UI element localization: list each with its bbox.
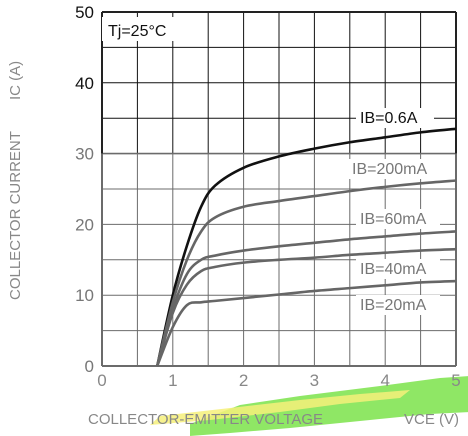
curve-label-ib-40ma: IB=40mA (360, 261, 427, 278)
curve-label-bg (356, 108, 434, 128)
x-tick-label: 0 (97, 371, 106, 390)
curve-label-ib-60ma: IB=60mA (360, 211, 427, 228)
curve-ib-60ma (155, 230, 457, 367)
curve-ib-20ma (156, 279, 457, 367)
curves (155, 127, 457, 367)
x-tick-label: 2 (239, 371, 248, 390)
x-axis-unit: VCE (V) (404, 411, 459, 428)
x-axis-title: COLLECTOR-EMITTER VOLTAGE (88, 411, 323, 428)
highlighter-stroke (150, 376, 468, 436)
curve-ib-40ma (155, 247, 457, 367)
x-tick-label: 4 (380, 371, 389, 390)
curve-label-bg (348, 159, 444, 179)
curve-ib-200ma (155, 179, 457, 367)
y-tick-label: 50 (75, 3, 94, 22)
y-axis-unit: IC (A) (7, 61, 24, 100)
x-tick-label: 3 (310, 371, 319, 390)
y-tick-label: 30 (75, 145, 94, 164)
curve-ib-0-6a (155, 127, 457, 367)
y-axis-title: COLLECTOR CURRENT (7, 131, 24, 300)
curve-label-bg (356, 295, 440, 315)
temperature-annotation: Tj=25°C (102, 17, 190, 41)
annotation-text: Tj=25°C (108, 23, 166, 40)
curve-label-ib-200ma: IB=200mA (352, 161, 427, 178)
x-tick-label: 1 (168, 371, 177, 390)
curve-label-bg (356, 259, 440, 279)
y-tick-label: 0 (85, 357, 94, 376)
y-tick-label: 10 (75, 286, 94, 305)
y-tick-label: 20 (75, 215, 94, 234)
curve-label-ib-0-6a: IB=0.6A (360, 110, 418, 127)
curve-label-ib-20ma: IB=20mA (360, 297, 427, 314)
curve-labels: IB=0.6A IB=200mA IB=60mA IB=40mA IB=20mA (348, 108, 444, 315)
y-tick-label: 40 (75, 74, 94, 93)
curve-label-bg (356, 209, 440, 229)
x-tick-label: 5 (451, 371, 460, 390)
